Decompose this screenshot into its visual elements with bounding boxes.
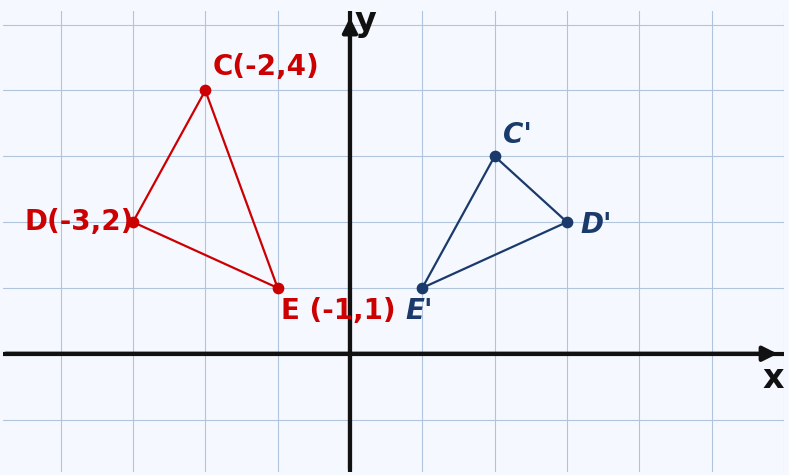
Point (127, 218, 140, 226)
Text: D(-3,2): D(-3,2) (24, 208, 134, 236)
Text: C(-2,4): C(-2,4) (212, 53, 320, 81)
Text: E (-1,1): E (-1,1) (281, 297, 396, 325)
Text: D': D' (580, 211, 611, 239)
Point (199, 86, 211, 94)
Text: C': C' (503, 121, 533, 149)
Point (271, 284, 284, 292)
Text: y: y (355, 5, 377, 38)
Point (416, 284, 428, 292)
Point (561, 218, 574, 226)
Text: x: x (762, 362, 783, 395)
Text: E': E' (405, 297, 432, 325)
Point (488, 152, 501, 160)
